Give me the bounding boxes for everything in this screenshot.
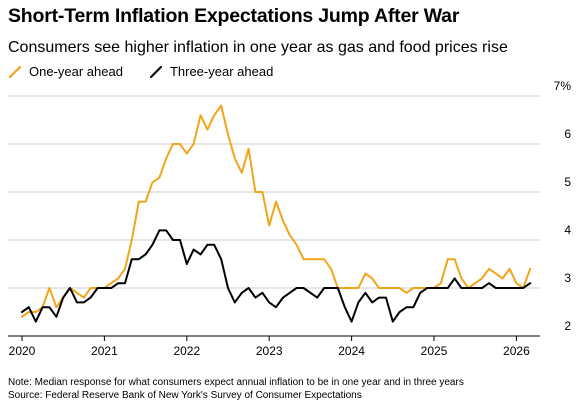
y-tick-label-2: 2 bbox=[564, 319, 571, 333]
axis-layer: 2 3 4 5 6 7% 2020 2021 2022 2023 2024 2025 2026 bbox=[8, 79, 571, 358]
footer-source: Source: Federal Reserve Bank of New York… bbox=[8, 390, 362, 401]
series-line-one-year-ahead bbox=[21, 104, 532, 318]
x-tick-label-2026: 2026 bbox=[503, 344, 530, 358]
chart-subtitle: Consumers see higher inflation in one ye… bbox=[8, 39, 508, 56]
legend-label-one-year: One-year ahead bbox=[29, 64, 123, 79]
grid-layer bbox=[8, 95, 540, 289]
x-tick-label-2023: 2023 bbox=[256, 344, 283, 358]
footer-note: Note: Median response for what consumers… bbox=[8, 377, 464, 388]
chart-footer: Note: Median response for what consumers… bbox=[8, 376, 464, 402]
y-tick-label-4: 4 bbox=[564, 223, 571, 237]
legend-line-icon-three-year bbox=[149, 65, 163, 78]
x-tick-label-2021: 2021 bbox=[91, 344, 118, 358]
chart-legend: One-year ahead Three-year ahead bbox=[8, 64, 299, 79]
x-tick-label-2020: 2020 bbox=[9, 344, 36, 358]
legend-item-one-year: One-year ahead bbox=[8, 64, 123, 79]
series-line-three-year-ahead bbox=[21, 229, 532, 323]
chart-title: Short-Term Inflation Expectations Jump A… bbox=[8, 5, 460, 27]
y-tick-label-7: 7% bbox=[554, 79, 572, 93]
y-tick-label-6: 6 bbox=[564, 127, 571, 141]
x-tick-label-2022: 2022 bbox=[173, 344, 200, 358]
y-tick-label-5: 5 bbox=[564, 175, 571, 189]
legend-label-three-year: Three-year ahead bbox=[169, 64, 274, 79]
legend-line-icon-one-year bbox=[8, 65, 22, 78]
series-layer bbox=[21, 104, 532, 323]
x-tick-label-2025: 2025 bbox=[421, 344, 448, 358]
x-tick-label-2024: 2024 bbox=[338, 344, 365, 358]
y-tick-label-3: 3 bbox=[564, 271, 571, 285]
legend-item-three-year: Three-year ahead bbox=[149, 64, 273, 79]
